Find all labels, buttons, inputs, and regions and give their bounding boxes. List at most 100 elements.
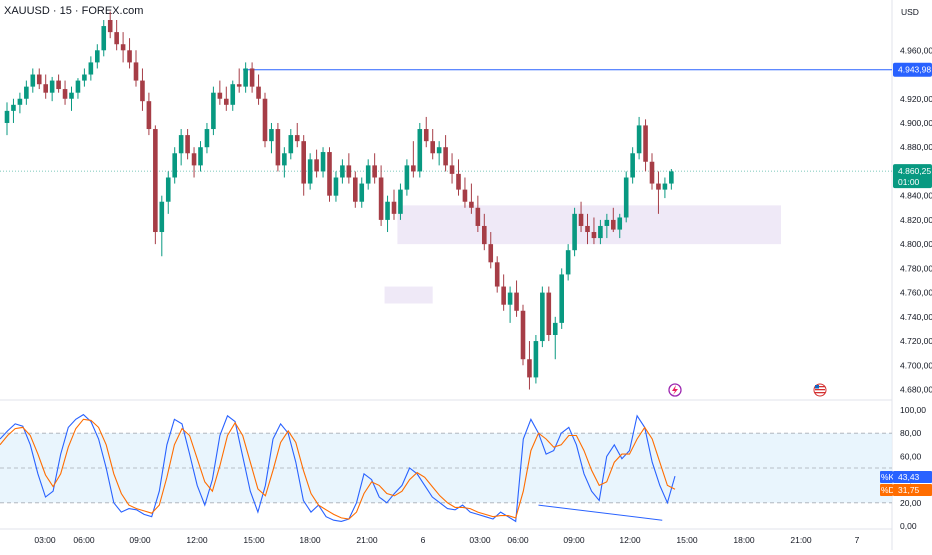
candle-body [178,135,184,154]
candle-body [282,153,287,166]
candle-body [133,62,139,81]
candle-body [191,153,197,166]
candle-body [430,141,435,154]
candles-layer [4,11,674,390]
candle-body [294,135,300,142]
k-name-label: %K [881,472,895,482]
candle-body [95,50,100,63]
demand-zone [397,205,781,245]
candle-body [275,129,281,166]
k-line [0,413,676,523]
candle-body [307,159,313,184]
candle-body [391,201,397,214]
price-tick-label: 4.800,00 [900,239,932,249]
time-tick-label: 21:00 [790,535,812,545]
time-tick-label: 6 [421,535,426,545]
candle-body [346,165,352,178]
candle-body [636,125,642,154]
candle-body [611,219,616,230]
time-tick-label: 18:00 [299,535,321,545]
candle-body [520,310,526,360]
d-line [0,418,676,520]
lightning-icon[interactable] [668,383,682,397]
candle-body [662,183,668,190]
candle-body [230,84,236,105]
resistance-label: 4.943,98 [898,65,931,75]
countdown-label: 01:00 [898,177,920,187]
resistance-badge [893,62,932,77]
last-price-label: 4.860,25 [898,166,931,176]
candle-body [30,74,36,87]
candle-body [127,50,132,63]
candle-body [49,80,55,93]
candle-body [314,159,319,172]
candle-body [617,217,623,230]
candle-body [269,129,274,142]
time-tick-label: 15:00 [243,535,265,545]
candle-body [288,135,294,154]
price-tick-label: 4.700,00 [900,360,932,370]
d-value-label: 31,75 [898,485,920,495]
oscillator-tick-label: 80,00 [900,428,922,438]
candle-body [385,201,390,220]
candle-body [301,141,306,184]
price-tick-label: 4.920,00 [900,94,932,104]
us-flag-icon[interactable] [813,383,827,397]
time-tick-label: 03:00 [469,535,491,545]
candle-body [488,244,494,263]
price-tick-label: 4.720,00 [900,336,932,346]
candle-body [462,189,468,202]
candle-body [236,84,242,87]
candle-body [365,165,371,184]
candle-body [243,68,248,87]
price-tick-label: 4.960,00 [900,45,932,55]
k-name-badge [880,471,893,483]
candle-body [643,125,648,162]
time-tick-label: 03:00 [34,535,56,545]
candle-body [4,110,10,123]
k-value-badge [893,471,932,483]
candle-body [585,225,590,233]
candle-body [591,232,597,239]
candle-body [559,274,564,323]
candle-body [107,20,113,33]
candle-body [436,147,442,154]
candle-body [217,92,223,99]
candle-body [262,98,268,142]
candle-body [404,165,410,190]
candle-body [494,262,500,287]
candle-body [185,135,190,154]
time-tick-label: 09:00 [563,535,585,545]
candle-body [353,177,358,202]
candle-body [82,74,87,81]
candle-body [114,32,119,45]
candle-body [578,213,584,226]
candle-body [24,86,29,99]
zones-layer [384,205,781,304]
candle-body [56,80,61,90]
candle-body [340,165,345,178]
candle-body [540,292,545,342]
candle-body [43,84,48,93]
candle-body [417,129,423,172]
time-tick-label: 12:00 [186,535,208,545]
oscillator-trendline [538,504,663,521]
candle-body [482,225,487,245]
candle-body [198,147,203,166]
d-value-badge [893,484,932,496]
price-tick-label: 4.740,00 [900,312,932,322]
currency-label[interactable]: USD [901,7,919,17]
price-tick-label: 4.840,00 [900,191,932,201]
candle-body [378,177,384,220]
time-tick-label: 06:00 [507,535,529,545]
candle-body [630,153,635,178]
horizontal-line-layer[interactable]: 4.943,98 [0,62,932,172]
candle-body [101,26,107,51]
candle-body [372,165,377,178]
d-name-label: %D [881,485,895,495]
candle-body [211,92,216,130]
oscillator-tick-label: 60,00 [900,451,922,461]
